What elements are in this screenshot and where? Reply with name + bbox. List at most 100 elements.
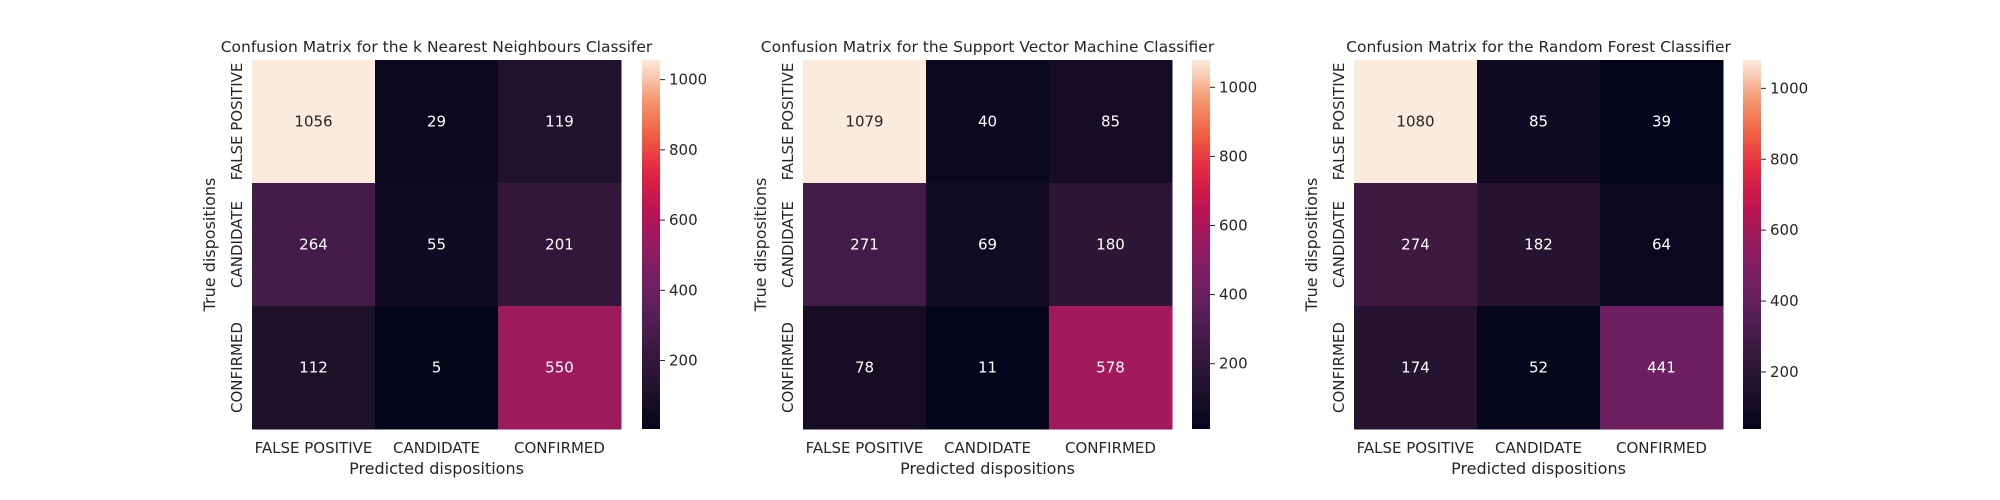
heatmap-cell	[252, 60, 376, 184]
x-tick-label: FALSE POSITIVE	[806, 439, 924, 457]
heatmap-cell	[1354, 60, 1478, 184]
cell-value-label: 201	[545, 236, 574, 254]
colorbar-tick-label: 1000	[669, 71, 707, 89]
heatmap-cell	[252, 183, 376, 307]
cell-value-label: 11	[978, 359, 997, 377]
colorbar-tick-label: 800	[1770, 150, 1799, 168]
heatmap-cell	[1477, 183, 1601, 307]
heatmap-cell	[498, 60, 622, 184]
heatmap-cell	[1049, 306, 1173, 430]
cell-value-label: 69	[978, 236, 997, 254]
x-tick-label: CANDIDATE	[393, 439, 480, 457]
x-tick-label: FALSE POSITIVE	[1357, 439, 1475, 457]
colorbar-tick-label: 200	[1770, 363, 1799, 381]
cell-value-label: 1080	[1396, 113, 1434, 131]
x-tick-label: CONFIRMED	[514, 439, 605, 457]
heatmap-cell	[926, 60, 1050, 184]
y-tick-label: CANDIDATE	[228, 201, 246, 288]
x-axis-label: Predicted dispositions	[900, 459, 1075, 478]
cell-value-label: 441	[1647, 359, 1676, 377]
heatmap-cell	[1049, 183, 1173, 307]
y-axis-label: True dispositions	[200, 178, 219, 313]
y-tick-label: FALSE POSITIVE	[228, 63, 246, 181]
y-tick-label: CONFIRMED	[228, 322, 246, 413]
colorbar-tick-label: 200	[1219, 355, 1248, 373]
x-tick-label: CONFIRMED	[1065, 439, 1156, 457]
heatmap-cell	[1477, 306, 1601, 430]
heatmap-cell	[375, 183, 499, 307]
cell-value-label: 274	[1401, 236, 1430, 254]
heatmap-cell	[803, 60, 927, 184]
cell-value-label: 271	[850, 236, 879, 254]
heatmap-panel-2: Confusion Matrix for the Support Vector …	[751, 38, 1257, 478]
colorbar-tick-label: 600	[1219, 216, 1248, 234]
y-tick-label: CANDIDATE	[1330, 201, 1348, 288]
heatmap-cell	[926, 183, 1050, 307]
cell-value-label: 1079	[845, 113, 883, 131]
cell-value-label: 119	[545, 113, 574, 131]
heatmap-cell	[1049, 60, 1173, 184]
heatmap-cell	[498, 306, 622, 430]
x-tick-label: CONFIRMED	[1616, 439, 1707, 457]
colorbar	[642, 60, 660, 429]
colorbar-tick-label: 800	[1219, 147, 1248, 165]
chart-title: Confusion Matrix for the Random Forest C…	[1346, 38, 1731, 56]
x-tick-label: CANDIDATE	[1495, 439, 1582, 457]
heatmap-cell	[803, 183, 927, 307]
heatmap-cell	[1600, 183, 1724, 307]
colorbar-tick-label: 800	[669, 141, 698, 159]
y-tick-label: FALSE POSITIVE	[1330, 63, 1348, 181]
cell-value-label: 174	[1401, 359, 1430, 377]
cell-value-label: 78	[855, 359, 874, 377]
colorbar	[1192, 60, 1210, 429]
colorbar-tick-label: 200	[669, 352, 698, 370]
cell-value-label: 39	[1652, 113, 1671, 131]
heatmap-cell	[1600, 60, 1724, 184]
x-axis-label: Predicted dispositions	[1451, 459, 1626, 478]
x-tick-label: FALSE POSITIVE	[255, 439, 373, 457]
y-axis-label: True dispositions	[1302, 178, 1321, 313]
colorbar-tick-label: 400	[669, 281, 698, 299]
cell-value-label: 52	[1529, 359, 1548, 377]
heatmap-panel-1: Confusion Matrix for the k Nearest Neigh…	[200, 38, 707, 478]
cell-value-label: 182	[1524, 236, 1553, 254]
y-axis-label: True dispositions	[751, 178, 770, 313]
y-tick-label: CANDIDATE	[779, 201, 797, 288]
heatmap-cell	[1354, 306, 1478, 430]
y-tick-label: FALSE POSITIVE	[779, 63, 797, 181]
heatmap-panel-3: Confusion Matrix for the Random Forest C…	[1302, 38, 1808, 478]
colorbar-tick-label: 400	[1219, 286, 1248, 304]
heatmap-cell	[375, 60, 499, 184]
heatmap-cell	[803, 306, 927, 430]
x-axis-label: Predicted dispositions	[349, 459, 524, 478]
heatmap-cell	[1354, 183, 1478, 307]
cell-value-label: 1056	[294, 113, 332, 131]
cell-value-label: 55	[427, 236, 446, 254]
y-tick-label: CONFIRMED	[779, 322, 797, 413]
colorbar-tick-label: 600	[1770, 221, 1799, 239]
cell-value-label: 5	[432, 359, 442, 377]
colorbar-tick-label: 1000	[1219, 78, 1257, 96]
chart-title: Confusion Matrix for the Support Vector …	[761, 38, 1215, 56]
cell-value-label: 264	[299, 236, 328, 254]
heatmap-cell	[252, 306, 376, 430]
cell-value-label: 85	[1529, 113, 1548, 131]
heatmap-cell	[1477, 60, 1601, 184]
chart-title: Confusion Matrix for the k Nearest Neigh…	[221, 38, 653, 56]
x-tick-label: CANDIDATE	[944, 439, 1031, 457]
heatmap-cell	[498, 183, 622, 307]
heatmap-cell	[375, 306, 499, 430]
y-tick-label: CONFIRMED	[1330, 322, 1348, 413]
cell-value-label: 85	[1101, 113, 1120, 131]
heatmap-cell	[926, 306, 1050, 430]
colorbar-tick-label: 400	[1770, 292, 1799, 310]
cell-value-label: 29	[427, 113, 446, 131]
cell-value-label: 180	[1096, 236, 1125, 254]
cell-value-label: 578	[1096, 359, 1125, 377]
cell-value-label: 40	[978, 113, 997, 131]
heatmap-cell	[1600, 306, 1724, 430]
cell-value-label: 112	[299, 359, 328, 377]
cell-value-label: 550	[545, 359, 574, 377]
colorbar	[1743, 60, 1761, 429]
